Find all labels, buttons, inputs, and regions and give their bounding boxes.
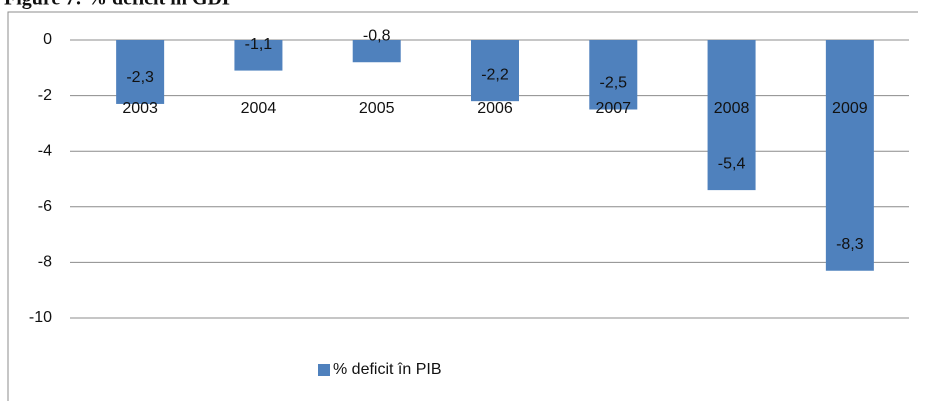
x-tick-label: 2005 xyxy=(359,100,395,117)
y-tick-label: -2 xyxy=(38,87,52,104)
bar xyxy=(234,40,283,71)
x-tick-label: 2008 xyxy=(714,100,750,117)
x-tick-label: 2006 xyxy=(477,100,513,117)
data-label: -0,8 xyxy=(363,27,391,44)
data-label: -8,3 xyxy=(836,236,864,253)
x-tick-label: 2004 xyxy=(241,100,277,117)
y-tick-label: -8 xyxy=(38,254,52,271)
x-tick-label: 2007 xyxy=(595,100,631,117)
y-tick-label: 0 xyxy=(43,31,52,48)
y-tick-label: -4 xyxy=(38,142,52,159)
x-tick-label: 2009 xyxy=(832,100,868,117)
bar xyxy=(707,40,756,191)
x-tick-label: 2003 xyxy=(122,100,158,117)
chart-frame xyxy=(7,11,918,401)
legend-swatch xyxy=(318,364,330,376)
y-tick-label: -6 xyxy=(38,198,52,215)
bar xyxy=(471,40,519,102)
bar xyxy=(589,40,638,110)
bar xyxy=(825,40,874,271)
bar xyxy=(352,40,401,63)
bar xyxy=(116,40,165,104)
data-label: -2,5 xyxy=(599,75,627,92)
chart-title: Figure 7: % deficit in GDP xyxy=(4,0,234,10)
data-label: -2,2 xyxy=(481,66,509,83)
data-label: -1,1 xyxy=(245,36,273,53)
data-label: -2,3 xyxy=(126,69,154,86)
legend-label: % deficit în PIB xyxy=(333,361,442,378)
y-tick-label: -10 xyxy=(29,309,52,326)
data-label: -5,4 xyxy=(718,155,746,172)
